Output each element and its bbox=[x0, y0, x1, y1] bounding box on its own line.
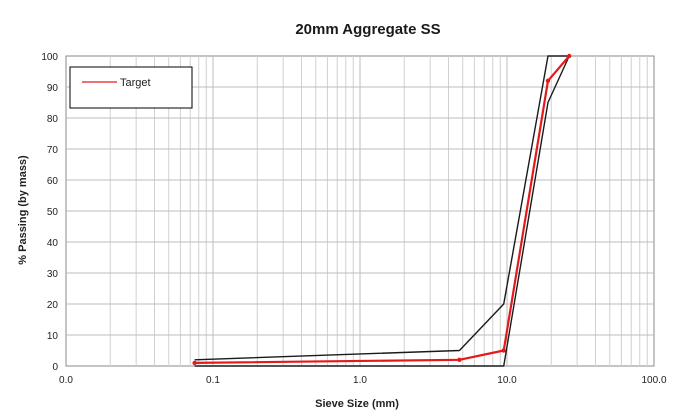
y-axis-title: % Passing (by mass) bbox=[17, 155, 29, 265]
series-layer bbox=[192, 53, 572, 367]
y-tick-label: 80 bbox=[47, 114, 59, 125]
legend-box bbox=[69, 66, 193, 109]
target-point bbox=[545, 78, 551, 84]
y-tick-label: 0 bbox=[52, 362, 58, 373]
y-tick-label: 70 bbox=[47, 145, 59, 156]
target-point bbox=[501, 348, 506, 353]
legend-target-label: Target bbox=[120, 77, 151, 89]
x-tick-label: 0.0 bbox=[59, 375, 73, 386]
y-tick-label: 100 bbox=[41, 52, 58, 63]
envelope-series-line bbox=[194, 55, 570, 361]
y-tick-label: 40 bbox=[47, 238, 59, 249]
y-tick-label: 30 bbox=[47, 269, 59, 280]
x-tick-label: 1.0 bbox=[353, 375, 367, 386]
y-tick-label: 50 bbox=[47, 207, 59, 218]
target-point bbox=[457, 357, 462, 362]
legend: Target bbox=[69, 66, 193, 109]
x-axis-title: Sieve Size (mm) bbox=[315, 398, 399, 410]
y-tick-label: 10 bbox=[47, 331, 59, 342]
axes: 0 10 20 30 40 50 60 70 80 90 100 0.0 0.1 1.0 10.0 100.0 bbox=[41, 52, 667, 386]
x-tick-label: 10.0 bbox=[497, 375, 517, 386]
envelope-series-line bbox=[194, 55, 570, 367]
x-tick-label: 0.1 bbox=[206, 375, 220, 386]
target-point bbox=[567, 53, 572, 59]
y-tick-label: 90 bbox=[47, 83, 59, 94]
chart-title: 20mm Aggregate SS bbox=[295, 21, 440, 38]
y-tick-label: 60 bbox=[47, 176, 59, 187]
y-tick-label: 20 bbox=[47, 300, 59, 311]
x-tick-label: 100.0 bbox=[641, 375, 666, 386]
target-point bbox=[192, 360, 197, 366]
